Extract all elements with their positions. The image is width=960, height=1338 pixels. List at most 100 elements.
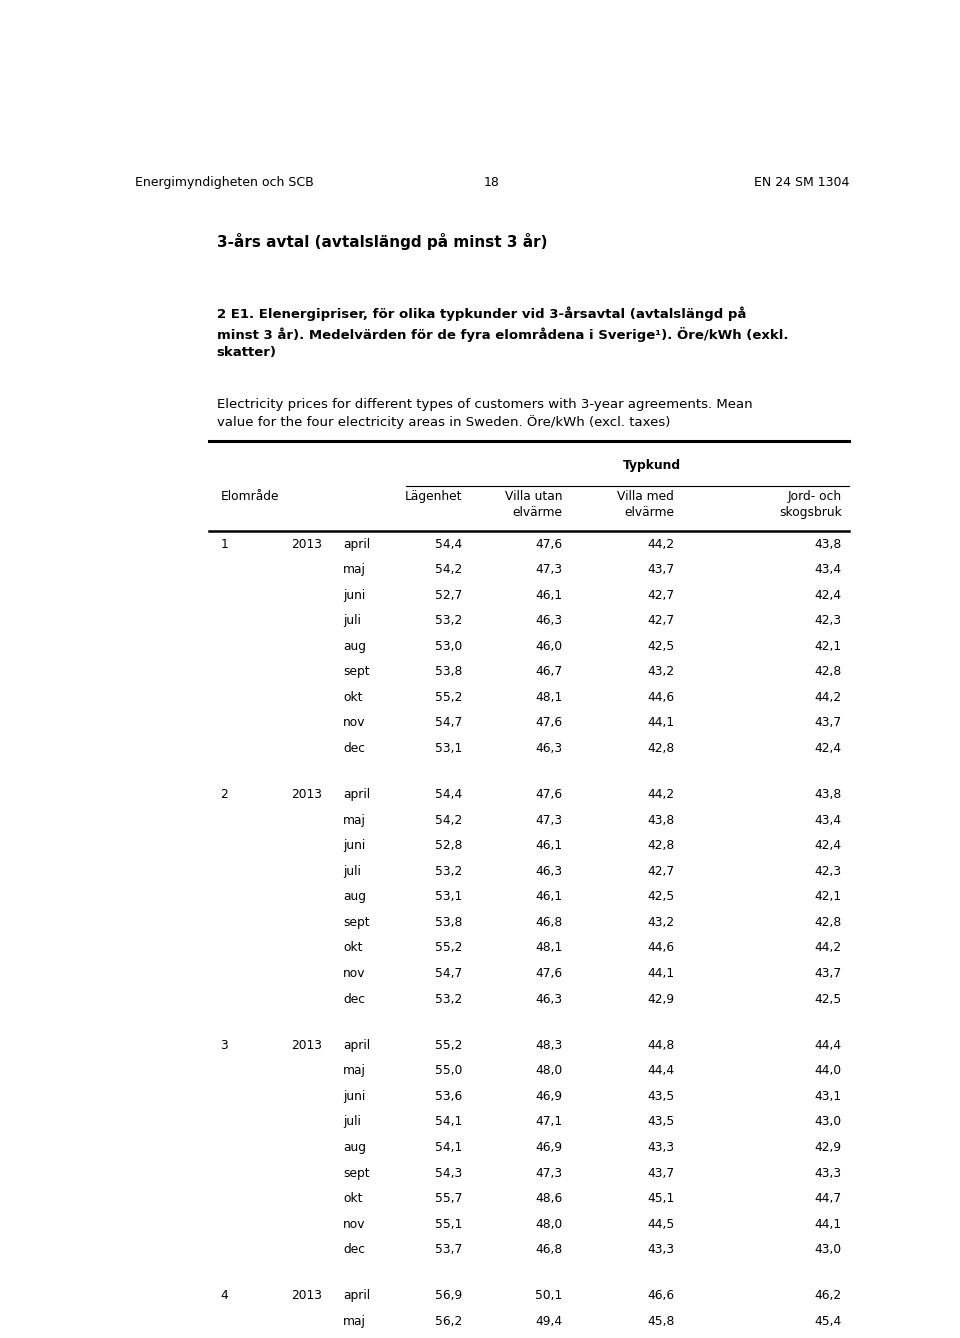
Text: 54,2: 54,2 bbox=[435, 563, 463, 577]
Text: 42,8: 42,8 bbox=[814, 917, 842, 929]
Text: april: april bbox=[344, 538, 371, 551]
Text: 18: 18 bbox=[484, 177, 500, 189]
Text: 44,4: 44,4 bbox=[814, 1038, 842, 1052]
Text: 42,1: 42,1 bbox=[814, 640, 842, 653]
Text: maj: maj bbox=[344, 1064, 366, 1077]
Text: okt: okt bbox=[344, 1192, 363, 1206]
Text: aug: aug bbox=[344, 1141, 366, 1153]
Text: 3: 3 bbox=[221, 1038, 228, 1052]
Text: Jord- och
skogsbruk: Jord- och skogsbruk bbox=[779, 490, 842, 519]
Text: 42,3: 42,3 bbox=[814, 864, 842, 878]
Text: Villa utan
elvärme: Villa utan elvärme bbox=[505, 490, 563, 519]
Text: 54,1: 54,1 bbox=[435, 1141, 463, 1153]
Text: 1: 1 bbox=[221, 538, 228, 551]
Text: 43,8: 43,8 bbox=[647, 814, 674, 827]
Text: 44,4: 44,4 bbox=[647, 1064, 674, 1077]
Text: 48,0: 48,0 bbox=[536, 1218, 563, 1231]
Text: 54,7: 54,7 bbox=[435, 967, 463, 979]
Text: 44,6: 44,6 bbox=[647, 942, 674, 954]
Text: 43,7: 43,7 bbox=[814, 716, 842, 729]
Text: Elområde: Elområde bbox=[221, 490, 279, 503]
Text: 55,2: 55,2 bbox=[435, 942, 463, 954]
Text: 46,8: 46,8 bbox=[536, 1243, 563, 1256]
Text: 42,5: 42,5 bbox=[814, 993, 842, 1006]
Text: 46,3: 46,3 bbox=[536, 743, 563, 755]
Text: 2013: 2013 bbox=[291, 538, 323, 551]
Text: 50,1: 50,1 bbox=[536, 1290, 563, 1302]
Text: 43,4: 43,4 bbox=[814, 563, 842, 577]
Text: 44,2: 44,2 bbox=[647, 538, 674, 551]
Text: 2013: 2013 bbox=[291, 788, 323, 801]
Text: 52,8: 52,8 bbox=[435, 839, 463, 852]
Text: 42,4: 42,4 bbox=[814, 743, 842, 755]
Text: 45,4: 45,4 bbox=[814, 1315, 842, 1327]
Text: juli: juli bbox=[344, 864, 361, 878]
Text: 43,2: 43,2 bbox=[647, 917, 674, 929]
Text: 48,0: 48,0 bbox=[536, 1064, 563, 1077]
Text: 43,4: 43,4 bbox=[814, 814, 842, 827]
Text: 42,8: 42,8 bbox=[647, 839, 674, 852]
Text: dec: dec bbox=[344, 1243, 365, 1256]
Text: 54,7: 54,7 bbox=[435, 716, 463, 729]
Text: okt: okt bbox=[344, 690, 363, 704]
Text: 54,4: 54,4 bbox=[435, 788, 463, 801]
Text: 56,9: 56,9 bbox=[435, 1290, 463, 1302]
Text: 44,2: 44,2 bbox=[647, 788, 674, 801]
Text: 47,6: 47,6 bbox=[536, 716, 563, 729]
Text: 45,8: 45,8 bbox=[647, 1315, 674, 1327]
Text: 53,2: 53,2 bbox=[435, 993, 463, 1006]
Text: juni: juni bbox=[344, 839, 366, 852]
Text: 44,5: 44,5 bbox=[647, 1218, 674, 1231]
Text: 54,2: 54,2 bbox=[435, 814, 463, 827]
Text: 42,1: 42,1 bbox=[814, 890, 842, 903]
Text: 47,6: 47,6 bbox=[536, 538, 563, 551]
Text: 46,8: 46,8 bbox=[536, 917, 563, 929]
Text: 42,5: 42,5 bbox=[647, 640, 674, 653]
Text: 47,1: 47,1 bbox=[536, 1116, 563, 1128]
Text: 53,2: 53,2 bbox=[435, 614, 463, 628]
Text: 46,1: 46,1 bbox=[536, 589, 563, 602]
Text: 43,8: 43,8 bbox=[814, 788, 842, 801]
Text: 43,0: 43,0 bbox=[814, 1243, 842, 1256]
Text: Energimyndigheten och SCB: Energimyndigheten och SCB bbox=[134, 177, 314, 189]
Text: 43,8: 43,8 bbox=[814, 538, 842, 551]
Text: juli: juli bbox=[344, 614, 361, 628]
Text: 53,1: 53,1 bbox=[435, 743, 463, 755]
Text: 53,8: 53,8 bbox=[435, 665, 463, 678]
Text: 47,6: 47,6 bbox=[536, 967, 563, 979]
Text: 44,2: 44,2 bbox=[814, 942, 842, 954]
Text: 4: 4 bbox=[221, 1290, 228, 1302]
Text: 44,7: 44,7 bbox=[814, 1192, 842, 1206]
Text: nov: nov bbox=[344, 716, 366, 729]
Text: Electricity prices for different types of customers with 3-year agreements. Mean: Electricity prices for different types o… bbox=[217, 397, 753, 429]
Text: 43,5: 43,5 bbox=[647, 1116, 674, 1128]
Text: 42,4: 42,4 bbox=[814, 589, 842, 602]
Text: 43,7: 43,7 bbox=[647, 563, 674, 577]
Text: 48,3: 48,3 bbox=[536, 1038, 563, 1052]
Text: 53,6: 53,6 bbox=[435, 1090, 463, 1103]
Text: 42,7: 42,7 bbox=[647, 864, 674, 878]
Text: 46,3: 46,3 bbox=[536, 993, 563, 1006]
Text: 44,1: 44,1 bbox=[647, 967, 674, 979]
Text: 2 E1. Elenergipriser, för olika typkunder vid 3-årsavtal (avtalslängd på
minst 3: 2 E1. Elenergipriser, för olika typkunde… bbox=[217, 306, 788, 360]
Text: 44,6: 44,6 bbox=[647, 690, 674, 704]
Text: maj: maj bbox=[344, 1315, 366, 1327]
Text: Typkund: Typkund bbox=[623, 459, 681, 472]
Text: april: april bbox=[344, 1038, 371, 1052]
Text: 46,2: 46,2 bbox=[814, 1290, 842, 1302]
Text: 49,4: 49,4 bbox=[536, 1315, 563, 1327]
Text: 54,1: 54,1 bbox=[435, 1116, 463, 1128]
Text: 55,2: 55,2 bbox=[435, 690, 463, 704]
Text: dec: dec bbox=[344, 743, 365, 755]
Text: sept: sept bbox=[344, 917, 370, 929]
Text: 55,2: 55,2 bbox=[435, 1038, 463, 1052]
Text: juni: juni bbox=[344, 1090, 366, 1103]
Text: april: april bbox=[344, 1290, 371, 1302]
Text: nov: nov bbox=[344, 1218, 366, 1231]
Text: aug: aug bbox=[344, 640, 366, 653]
Text: Villa med
elvärme: Villa med elvärme bbox=[617, 490, 674, 519]
Text: maj: maj bbox=[344, 814, 366, 827]
Text: 53,8: 53,8 bbox=[435, 917, 463, 929]
Text: 46,0: 46,0 bbox=[536, 640, 563, 653]
Text: sept: sept bbox=[344, 665, 370, 678]
